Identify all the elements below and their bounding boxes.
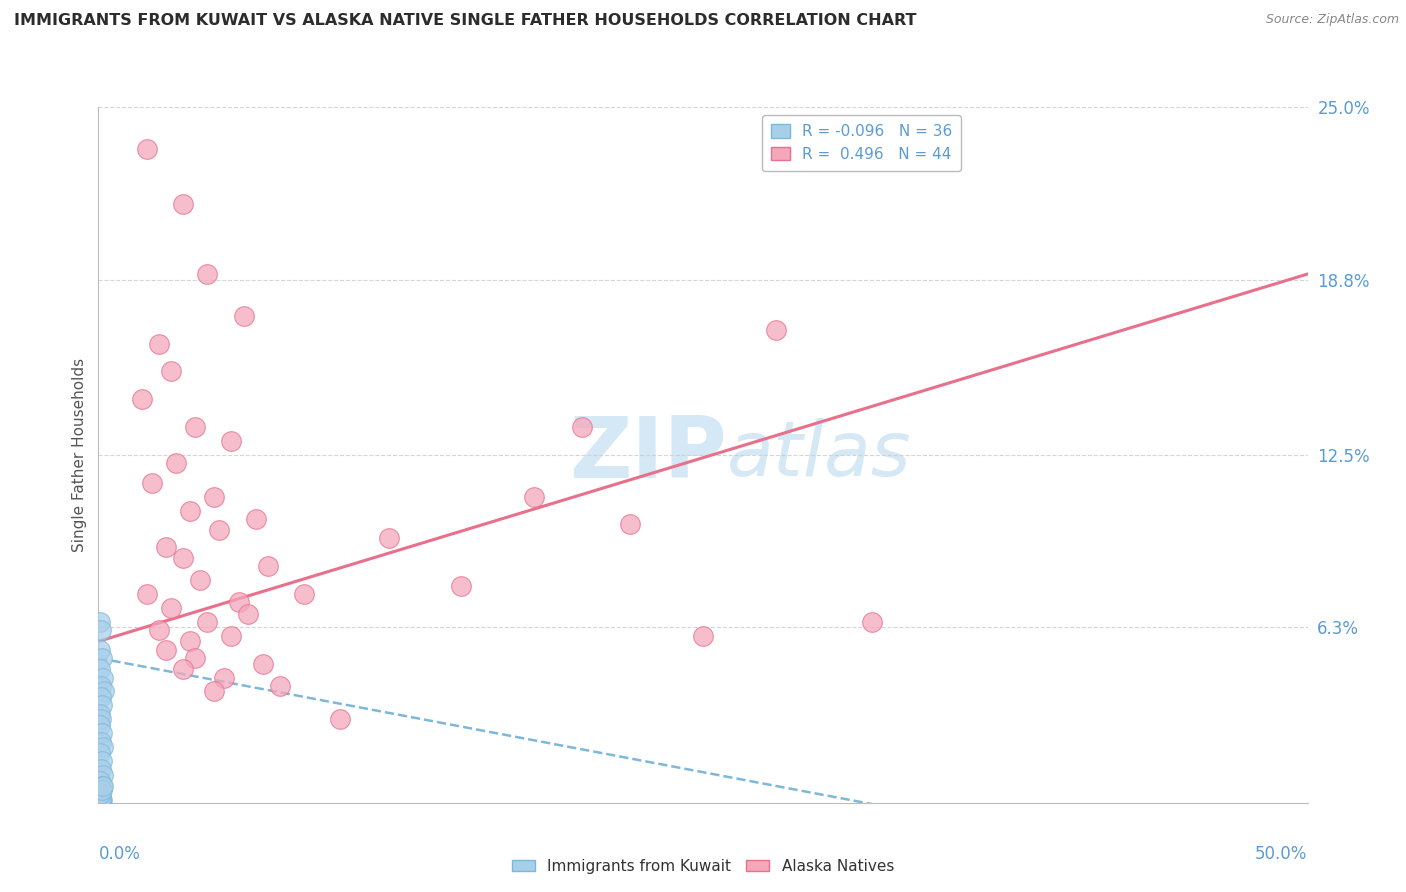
Point xyxy=(90,779,112,793)
Point xyxy=(93,684,115,698)
Point xyxy=(160,601,183,615)
Point xyxy=(204,684,226,698)
Point xyxy=(184,651,207,665)
Point xyxy=(90,794,112,808)
Point xyxy=(89,662,111,676)
Point xyxy=(450,579,472,593)
Legend: R = -0.096   N = 36, R =  0.496   N = 44: R = -0.096 N = 36, R = 0.496 N = 44 xyxy=(762,115,962,170)
Point xyxy=(184,420,207,434)
Point xyxy=(135,142,157,156)
Point xyxy=(90,624,112,638)
Point xyxy=(245,512,267,526)
Point xyxy=(160,364,183,378)
Point xyxy=(89,746,111,760)
Point xyxy=(571,420,593,434)
Point xyxy=(89,786,111,800)
Point xyxy=(90,679,112,693)
Point xyxy=(89,792,111,806)
Point xyxy=(765,323,787,337)
Point xyxy=(619,517,641,532)
Text: atlas: atlas xyxy=(727,418,911,491)
Point xyxy=(89,718,111,732)
Point xyxy=(221,434,243,448)
Text: ZIP: ZIP xyxy=(569,413,727,497)
Point xyxy=(89,773,111,788)
Point xyxy=(89,791,111,805)
Point xyxy=(860,615,883,629)
Point xyxy=(90,763,112,777)
Point xyxy=(179,634,201,648)
Point xyxy=(523,490,546,504)
Point xyxy=(91,671,114,685)
Text: Source: ZipAtlas.com: Source: ZipAtlas.com xyxy=(1265,13,1399,27)
Point xyxy=(90,690,112,704)
Point xyxy=(232,309,254,323)
Point xyxy=(228,595,250,609)
Point xyxy=(90,790,112,805)
Point xyxy=(165,456,187,470)
Point xyxy=(90,790,112,805)
Point xyxy=(208,523,231,537)
Point xyxy=(89,788,111,802)
Point xyxy=(195,267,218,281)
Point xyxy=(692,629,714,643)
Point xyxy=(172,662,194,676)
Point xyxy=(89,615,111,629)
Point xyxy=(89,706,111,721)
Point xyxy=(90,783,112,797)
Point xyxy=(252,657,274,671)
Point xyxy=(292,587,315,601)
Point xyxy=(90,781,112,796)
Point xyxy=(91,793,114,807)
Legend: Immigrants from Kuwait, Alaska Natives: Immigrants from Kuwait, Alaska Natives xyxy=(506,853,900,880)
Point xyxy=(90,734,112,748)
Point xyxy=(172,550,194,565)
Point xyxy=(329,712,352,726)
Point xyxy=(179,503,201,517)
Point xyxy=(212,671,235,685)
Point xyxy=(155,540,177,554)
Point xyxy=(91,740,114,755)
Point xyxy=(256,559,278,574)
Text: 0.0%: 0.0% xyxy=(98,845,141,863)
Point xyxy=(89,789,111,803)
Text: IMMIGRANTS FROM KUWAIT VS ALASKA NATIVE SINGLE FATHER HOUSEHOLDS CORRELATION CHA: IMMIGRANTS FROM KUWAIT VS ALASKA NATIVE … xyxy=(14,13,917,29)
Point xyxy=(89,794,111,808)
Point xyxy=(148,624,170,638)
Point xyxy=(204,490,226,504)
Point xyxy=(269,679,291,693)
Point xyxy=(238,607,260,621)
Point xyxy=(89,794,111,808)
Point xyxy=(155,642,177,657)
Point xyxy=(91,651,114,665)
Point xyxy=(91,726,114,740)
Y-axis label: Single Father Households: Single Father Households xyxy=(72,358,87,552)
Point xyxy=(195,615,218,629)
Point xyxy=(135,587,157,601)
Point xyxy=(91,779,114,793)
Point xyxy=(90,698,112,713)
Point xyxy=(377,532,399,546)
Point xyxy=(131,392,153,407)
Point xyxy=(141,475,163,490)
Point xyxy=(172,197,194,211)
Point xyxy=(90,712,112,726)
Point xyxy=(91,768,114,782)
Point xyxy=(188,573,211,587)
Point xyxy=(90,754,112,768)
Point xyxy=(221,629,243,643)
Point xyxy=(148,336,170,351)
Text: 50.0%: 50.0% xyxy=(1256,845,1308,863)
Point xyxy=(89,642,111,657)
